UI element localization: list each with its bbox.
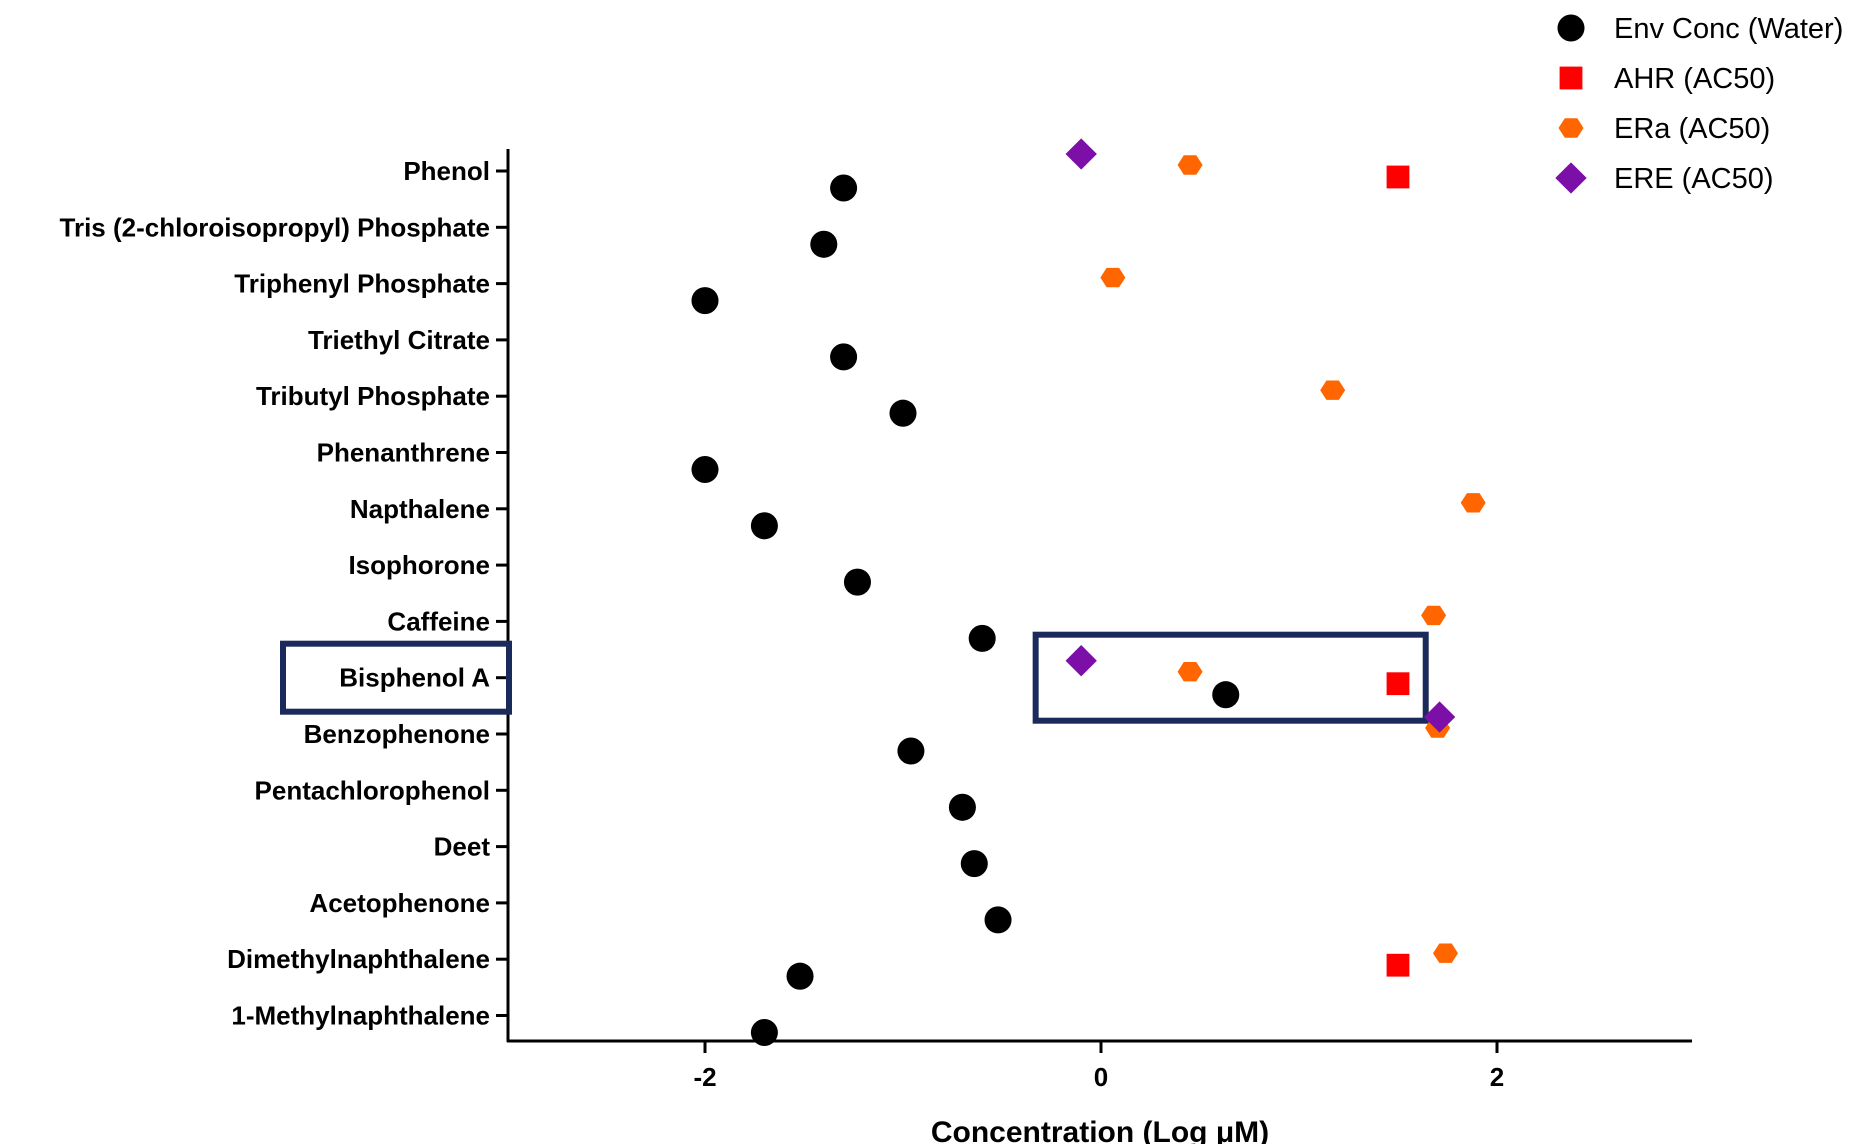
- data-point-hexagon: [1177, 155, 1203, 175]
- data-point-diamond: [1065, 645, 1097, 677]
- category-label: Phenol: [403, 156, 490, 186]
- category-label: Isophorone: [348, 550, 490, 580]
- category-label: Acetophenone: [309, 888, 490, 918]
- data-point-square: [1386, 953, 1410, 977]
- category-labels: Phenol Tris (2-chloroisopropyl) Phosphate…: [60, 156, 491, 1031]
- data-point-circle: [960, 850, 988, 878]
- highlight-boxes: [280, 631, 1429, 724]
- x-axis-title: Concentration (Log μM): [931, 1116, 1269, 1144]
- data-point-circle: [948, 793, 976, 821]
- data-point-hexagon: [1421, 605, 1447, 626]
- highlight-data-box: [1032, 631, 1429, 724]
- category-label: Tris (2-chloroisopropyl) Phosphate: [60, 212, 491, 242]
- category-label: Triphenyl Phosphate: [234, 269, 490, 299]
- category-label: Benzophenone: [304, 719, 490, 749]
- legend-label: AHR (AC50): [1614, 63, 1775, 95]
- x-tick-label: 0: [1094, 1062, 1108, 1092]
- data-point-square: [1386, 672, 1410, 696]
- category-label: Bisphenol A: [339, 663, 490, 693]
- data-point-circle: [1212, 681, 1240, 709]
- legend-marker-hexagon: [1558, 118, 1584, 138]
- x-tick-label: -2: [693, 1062, 716, 1092]
- data-point-circle: [830, 343, 858, 371]
- legend-label: ERE (AC50): [1614, 163, 1774, 195]
- data-point-diamond: [1423, 701, 1456, 733]
- category-label: Caffeine: [387, 606, 490, 636]
- legend-marker-square: [1559, 66, 1583, 90]
- data-point-circle: [968, 624, 996, 652]
- data-point-hexagon: [1460, 493, 1486, 513]
- data-point-circle: [897, 737, 925, 765]
- data-point-circle: [750, 1018, 778, 1047]
- category-label: Pentachlorophenol: [255, 775, 490, 805]
- data-point-circle: [691, 455, 719, 484]
- highlight-label-box: [280, 640, 512, 715]
- legend-label: ERa (AC50): [1614, 113, 1770, 145]
- axes: -2 0 2: [496, 149, 1692, 1092]
- legend-marker-diamond: [1555, 162, 1587, 194]
- data-point-circle: [810, 230, 838, 258]
- category-label: Triethyl Citrate: [308, 325, 490, 355]
- data-point-circle: [889, 399, 917, 427]
- category-label: 1-Methylnaphthalene: [231, 1001, 490, 1031]
- data-point-hexagon: [1177, 662, 1203, 682]
- legend-marker-circle: [1557, 14, 1585, 42]
- data-point-hexagon: [1433, 943, 1458, 963]
- category-label: Tributyl Phosphate: [256, 381, 490, 411]
- data-point-circle: [830, 174, 858, 202]
- data-point-circle: [843, 568, 871, 596]
- data-point-circle: [691, 287, 719, 315]
- data-point-circle: [750, 512, 778, 540]
- data-point-hexagon: [1320, 380, 1346, 400]
- data-point-square: [1386, 165, 1410, 189]
- data-marks: [691, 138, 1486, 1047]
- data-point-circle: [984, 906, 1012, 934]
- x-tick-label: 2: [1490, 1062, 1504, 1092]
- legend-label: Env Conc (Water): [1614, 13, 1843, 45]
- data-point-circle: [786, 962, 814, 990]
- data-point-diamond: [1065, 138, 1097, 170]
- category-label: Deet: [434, 832, 491, 862]
- data-point-hexagon: [1100, 267, 1126, 288]
- legend: Env Conc (Water) AHR (AC50) ERa (AC50) ERE …: [1555, 13, 1843, 195]
- category-label: Napthalene: [350, 494, 490, 524]
- category-label: Dimethylnaphthalene: [227, 944, 490, 974]
- category-label: Phenanthrene: [317, 438, 490, 468]
